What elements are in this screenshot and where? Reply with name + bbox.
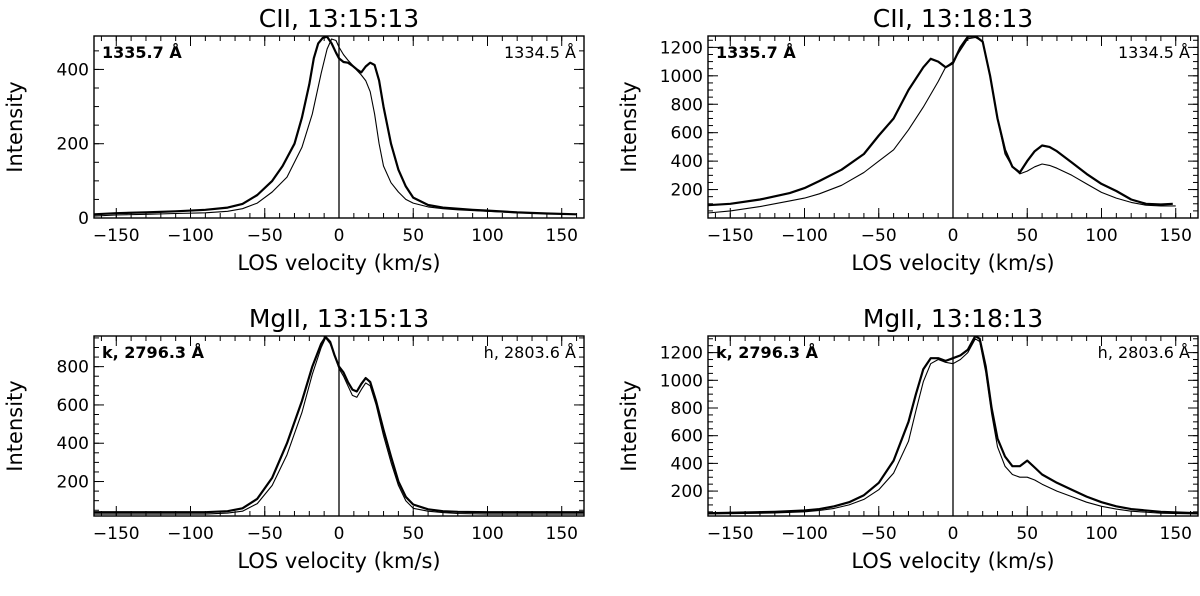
chart-panel-3-x-axis-title: LOS velocity (km/s): [237, 549, 440, 573]
chart-panel-2-x-tick-label: 100: [1085, 226, 1117, 246]
chart-panel-2-title: CII, 13:18:13: [873, 4, 1033, 33]
chart-panel-3-title: MgII, 13:15:13: [249, 304, 429, 333]
chart-panel-1-y-tick-label: 0: [78, 209, 89, 229]
chart-panel-2-y-tick-label: 200: [671, 181, 703, 201]
chart-panel-1-legend-primary: 1335.7 Å: [102, 43, 182, 62]
chart-panel-4-x-tick-label: 100: [1085, 524, 1117, 544]
chart-panel-3-x-tick-label: 100: [471, 524, 503, 544]
chart-panel-1-x-tick-label: −150: [93, 226, 140, 246]
chart-panel-3-x-tick-label: 150: [546, 524, 578, 544]
chart-panel-1-x-tick-label: 150: [546, 226, 578, 246]
chart-panel-1-y-tick-label: 400: [57, 60, 89, 80]
chart-panel-4-y-tick-label: 400: [671, 454, 703, 474]
chart-panel-4-legend-primary: k, 2796.3 Å: [716, 343, 819, 362]
chart-panel-2-x-tick-label: −100: [781, 226, 828, 246]
chart-panel-3-series-secondary-line: [94, 337, 584, 515]
chart-panel-2-x-tick-label: 50: [1016, 226, 1038, 246]
chart-panel-4-x-tick-label: 150: [1160, 524, 1192, 544]
chart-panel-2-y-tick-label: 600: [671, 124, 703, 144]
chart-panel-1-x-tick-label: 100: [471, 226, 503, 246]
chart-panel-2-legend-primary: 1335.7 Å: [716, 43, 796, 62]
chart-panel-1-x-tick-label: 50: [402, 226, 424, 246]
chart-panel-4-x-tick-label: 0: [948, 524, 959, 544]
chart-panel-3-y-tick-label: 400: [57, 434, 89, 454]
chart-panel-3-x-tick-label: 50: [402, 524, 424, 544]
chart-panel-4-x-tick-label: −150: [707, 524, 754, 544]
chart-panel-4-x-tick-label: 50: [1016, 524, 1038, 544]
chart-panel-3-series-primary-line: [94, 336, 584, 514]
chart-panel-4-series-secondary-line: [708, 338, 1198, 515]
chart-panel-1-series-primary-line: [94, 36, 577, 216]
chart-panel-1-title: CII, 13:15:13: [259, 4, 419, 33]
chart-panel-1: −150 −100 −50 0 50 100 150 0 200 400 CII, 13:15:13…: [3, 4, 585, 275]
chart-panel-1-x-tick-label: 0: [334, 226, 345, 246]
chart-panel-2-x-axis-title: LOS velocity (km/s): [851, 251, 1054, 275]
chart-panel-3-legend-primary: k, 2796.3 Å: [102, 343, 205, 362]
chart-panel-3-y-tick-label: 600: [57, 396, 89, 416]
chart-panel-4-series-primary-line: [708, 336, 1198, 515]
chart-panel-2-x-tick-label: −150: [707, 226, 754, 246]
chart-panel-3: −150 −100 −50 0 50 100 150 200 400 600 800 MgII, 13…: [3, 304, 585, 573]
chart-panel-4-legend-secondary: h, 2803.6 Å: [1098, 343, 1190, 362]
chart-panel-2-legend-secondary: 1334.5 Å: [1118, 43, 1190, 62]
chart-panel-2-series-primary-line: [708, 36, 1173, 207]
chart-panel-2: −150 −100 −50 0 50 100 150 200 400 600 800 1000 1200…: [617, 4, 1199, 275]
chart-panel-4-x-tick-label: −100: [781, 524, 828, 544]
chart-panel-2-x-tick-label: −50: [861, 226, 897, 246]
chart-panel-4-y-tick-label: 800: [671, 399, 703, 419]
chart-panel-3-y-axis-title: Intensity: [3, 380, 27, 471]
chart-panel-3-x-tick-label: 0: [334, 524, 345, 544]
chart-panel-1-x-tick-label: −100: [167, 226, 214, 246]
chart-panel-2-y-tick-label: 400: [671, 152, 703, 172]
chart-panel-4-y-tick-label: 1000: [660, 371, 703, 391]
chart-panel-2-y-axis-title: Intensity: [617, 81, 641, 172]
chart-panel-3-x-tick-label: −100: [167, 524, 214, 544]
chart-panel-4-x-tick-label: −50: [861, 524, 897, 544]
chart-panel-4-title: MgII, 13:18:13: [863, 304, 1043, 333]
chart-panel-2-x-tick-label: 0: [948, 226, 959, 246]
chart-panel-2-y-tick-label: 1200: [660, 38, 703, 58]
chart-panel-2-series-secondary-line: [708, 36, 1176, 214]
chart-panel-4-y-axis-title: Intensity: [617, 380, 641, 471]
chart-panel-1-x-axis-title: LOS velocity (km/s): [237, 251, 440, 275]
chart-panel-3-x-tick-label: −50: [247, 524, 283, 544]
chart-panel-1-y-tick-label: 200: [57, 135, 89, 155]
chart-panel-2-x-tick-label: 150: [1160, 226, 1192, 246]
chart-panel-3-y-tick-label: 800: [57, 358, 89, 378]
chart-panel-3-y-tick-label: 200: [57, 473, 89, 493]
chart-panel-3-x-tick-label: −150: [93, 524, 140, 544]
chart-panel-1-y-axis-title: Intensity: [3, 81, 27, 172]
chart-panel-1-x-tick-label: −50: [247, 226, 283, 246]
chart-panel-4-x-axis-title: LOS velocity (km/s): [851, 549, 1054, 573]
chart-panel-1-series-secondary-line: [94, 38, 577, 217]
chart-panel-4-y-tick-label: 600: [671, 427, 703, 447]
chart-panel-2-y-tick-label: 800: [671, 95, 703, 115]
chart-panel-2-y-tick-label: 1000: [660, 67, 703, 87]
chart-panel-3-legend-secondary: h, 2803.6 Å: [484, 343, 576, 362]
chart-panel-4-y-tick-label: 200: [671, 482, 703, 502]
chart-panel-4-y-tick-label: 1200: [660, 344, 703, 364]
chart-panel-1-legend-secondary: 1334.5 Å: [504, 43, 576, 62]
chart-panel-4: −150 −100 −50 0 50 100 150 200 400 600 800 1000 1200…: [617, 304, 1199, 573]
